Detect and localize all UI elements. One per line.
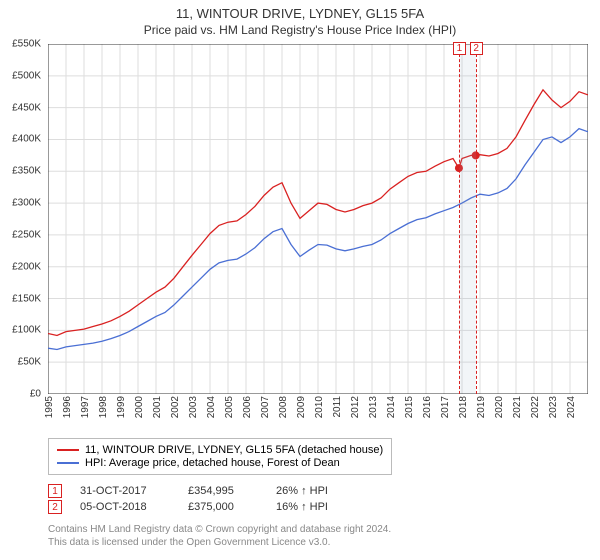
sale-row: 2 05-OCT-2018 £375,000 16% ↑ HPI	[48, 500, 356, 514]
chart-svg	[48, 44, 588, 394]
highlight-band	[459, 44, 476, 394]
sale-marker-line-2	[476, 44, 477, 394]
sale-marker-box: 2	[48, 500, 62, 514]
sale-price: £354,995	[188, 485, 258, 497]
legend-label: 11, WINTOUR DRIVE, LYDNEY, GL15 5FA (det…	[85, 444, 383, 456]
sale-diff: 16% ↑ HPI	[276, 501, 356, 513]
page-title: 11, WINTOUR DRIVE, LYDNEY, GL15 5FA	[0, 6, 600, 21]
footnote-line: This data is licensed under the Open Gov…	[48, 537, 391, 550]
legend-swatch-icon	[57, 449, 79, 451]
sale-marker-label-1: 1	[453, 42, 466, 55]
y-axis-ticks: £0£50K£100K£150K£200K£250K£300K£350K£400…	[0, 44, 45, 394]
sale-date: 31-OCT-2017	[80, 485, 170, 497]
legend-item: 11, WINTOUR DRIVE, LYDNEY, GL15 5FA (det…	[57, 444, 383, 456]
footnote-line: Contains HM Land Registry data © Crown c…	[48, 524, 391, 537]
legend-label: HPI: Average price, detached house, Fore…	[85, 457, 340, 469]
sale-row: 1 31-OCT-2017 £354,995 26% ↑ HPI	[48, 484, 356, 498]
x-axis-ticks: 1995199619971998199920002001200220032004…	[48, 396, 588, 436]
sale-marker-line-1	[459, 44, 460, 394]
sales-table: 1 31-OCT-2017 £354,995 26% ↑ HPI 2 05-OC…	[48, 482, 356, 516]
sale-diff: 26% ↑ HPI	[276, 485, 356, 497]
legend-item: HPI: Average price, detached house, Fore…	[57, 457, 383, 469]
legend: 11, WINTOUR DRIVE, LYDNEY, GL15 5FA (det…	[48, 438, 392, 475]
sale-marker-box: 1	[48, 484, 62, 498]
legend-swatch-icon	[57, 462, 79, 464]
sale-price: £375,000	[188, 501, 258, 513]
chart-plot-area: 1 2	[48, 44, 588, 394]
sale-date: 05-OCT-2018	[80, 501, 170, 513]
sale-marker-label-2: 2	[470, 42, 483, 55]
footnote: Contains HM Land Registry data © Crown c…	[48, 524, 391, 549]
page-subtitle: Price paid vs. HM Land Registry's House …	[0, 23, 600, 37]
